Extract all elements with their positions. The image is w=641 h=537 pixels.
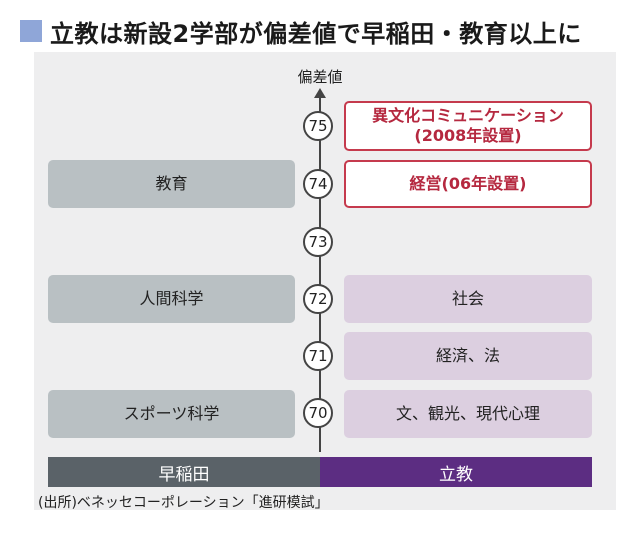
waseda-box-human-sciences: 人間科学 [48,275,295,323]
tick-73: 73 [303,227,333,257]
rikkyo-box-intercultural-year: (2008年設置) [414,126,522,145]
tick-75: 75 [303,111,333,141]
rikkyo-box-economics-law: 経済、法 [344,332,592,380]
tick-72: 72 [303,284,333,314]
title-square-icon [20,20,42,42]
axis-line [319,96,321,452]
waseda-box-education: 教育 [48,160,295,208]
footer-waseda: 早稲田 [48,457,320,487]
source-note: (出所)ベネッセコーポレーション「進研模試」 [38,495,329,511]
axis-arrow-icon [314,88,326,98]
rikkyo-box-sociology: 社会 [344,275,592,323]
tick-74: 74 [303,169,333,199]
tick-71: 71 [303,341,333,371]
waseda-box-sport-sciences: スポーツ科学 [48,390,295,438]
rikkyo-box-intercultural-name: 異文化コミュニケーション [372,106,564,125]
axis-label: 偏差値 [297,68,343,86]
footer-rikkyo: 立教 [320,457,592,487]
page-title: 立教は新設2学部が偏差値で早稲田・教育以上に [50,19,582,48]
rikkyo-box-business: 経営(06年設置) [344,160,592,208]
rikkyo-box-arts-tourism-psychology: 文、観光、現代心理 [344,390,592,438]
rikkyo-box-intercultural: 異文化コミュニケーション (2008年設置) [344,101,592,151]
title-row: 立教は新設2学部が偏差値で早稲田・教育以上に [20,14,582,48]
tick-70: 70 [303,398,333,428]
